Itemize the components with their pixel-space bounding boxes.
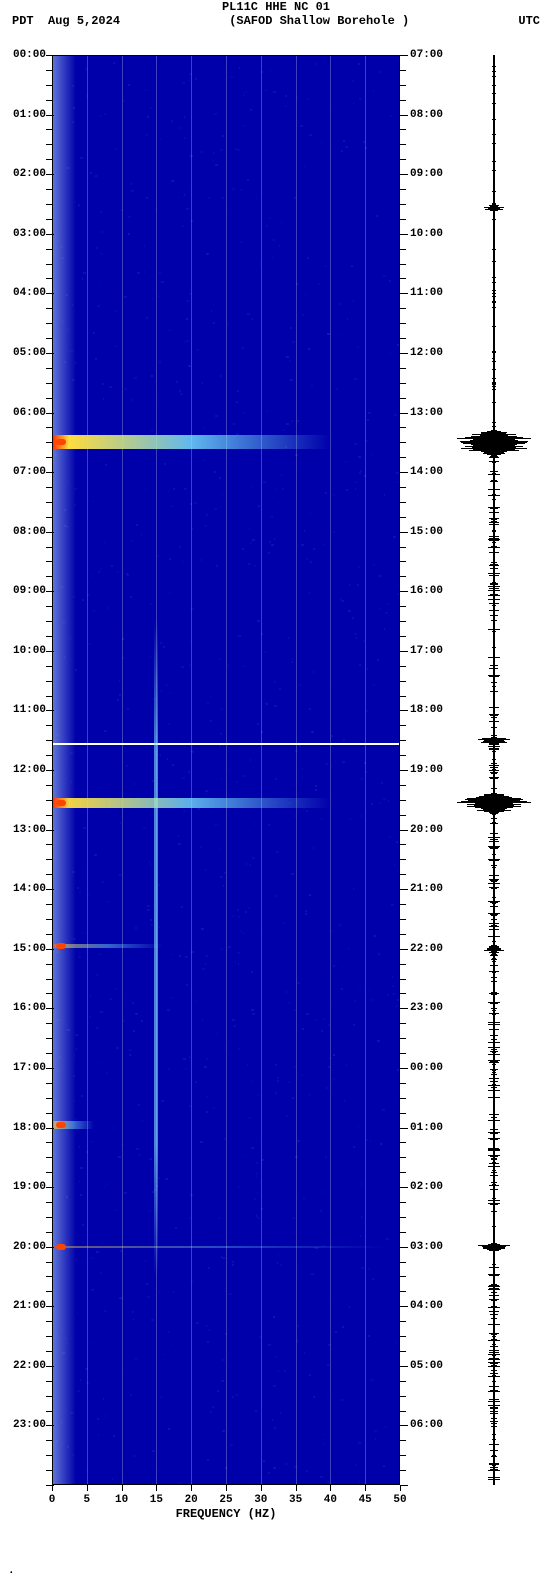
utc-hour-label: 05:00 xyxy=(410,1360,443,1372)
pdt-hour-label: 03:00 xyxy=(2,228,46,240)
utc-hour-label: 00:00 xyxy=(410,1062,443,1074)
freq-tick-label: 30 xyxy=(254,1494,267,1506)
pdt-hour-label: 21:00 xyxy=(2,1300,46,1312)
pdt-hour-label: 16:00 xyxy=(2,1002,46,1014)
pdt-hour-label: 20:00 xyxy=(2,1241,46,1253)
utc-hour-label: 13:00 xyxy=(410,407,443,419)
pdt-hour-label: 11:00 xyxy=(2,704,46,716)
xaxis-label: FREQUENCY (HZ) xyxy=(52,1507,400,1521)
low-freq-glow xyxy=(52,55,76,1485)
spectrogram-plot xyxy=(52,55,400,1485)
left-tz-date: PDT Aug 5,2024 xyxy=(12,14,120,28)
footer-mark: . xyxy=(8,1565,15,1577)
chart-header: PL11C HHE NC 01 PDT Aug 5,2024 (SAFOD Sh… xyxy=(0,0,552,28)
pdt-hour-label: 18:00 xyxy=(2,1122,46,1134)
pdt-hour-label: 02:00 xyxy=(2,168,46,180)
utc-hour-label: 01:00 xyxy=(410,1122,443,1134)
freq-tick-label: 50 xyxy=(393,1494,406,1506)
pdt-hour-label: 01:00 xyxy=(2,109,46,121)
utc-hour-label: 18:00 xyxy=(410,704,443,716)
utc-hour-label: 12:00 xyxy=(410,347,443,359)
utc-hour-label: 08:00 xyxy=(410,109,443,121)
root: { "header": { "station": "PL11C HHE NC 0… xyxy=(0,0,552,1584)
pdt-hour-label: 13:00 xyxy=(2,824,46,836)
utc-hour-label: 19:00 xyxy=(410,764,443,776)
pdt-hour-label: 23:00 xyxy=(2,1419,46,1431)
freq-tick-label: 20 xyxy=(185,1494,198,1506)
utc-hour-label: 21:00 xyxy=(410,883,443,895)
utc-hour-label: 23:00 xyxy=(410,1002,443,1014)
vertical-artifact xyxy=(154,621,158,1276)
pdt-hour-label: 00:00 xyxy=(2,49,46,61)
pdt-hour-label: 07:00 xyxy=(2,466,46,478)
pdt-hour-label: 06:00 xyxy=(2,407,46,419)
seismic-event xyxy=(52,435,330,449)
waveform-trace xyxy=(455,55,535,1485)
seismic-event xyxy=(52,798,330,808)
utc-hour-label: 04:00 xyxy=(410,1300,443,1312)
station-title: PL11C HHE NC 01 xyxy=(0,0,552,14)
utc-hour-label: 11:00 xyxy=(410,287,443,299)
pdt-hour-label: 14:00 xyxy=(2,883,46,895)
pdt-hour-label: 05:00 xyxy=(2,347,46,359)
freq-tick-label: 40 xyxy=(324,1494,337,1506)
pdt-hour-label: 09:00 xyxy=(2,585,46,597)
utc-hour-label: 02:00 xyxy=(410,1181,443,1193)
freq-tick-label: 45 xyxy=(359,1494,372,1506)
tz-right: UTC xyxy=(518,14,540,28)
utc-hour-label: 07:00 xyxy=(410,49,443,61)
header-row: PDT Aug 5,2024 (SAFOD Shallow Borehole )… xyxy=(0,14,552,28)
seismic-event xyxy=(52,944,163,948)
utc-hour-label: 22:00 xyxy=(410,943,443,955)
pdt-hour-label: 08:00 xyxy=(2,526,46,538)
station-desc: (SAFOD Shallow Borehole ) xyxy=(229,14,409,28)
pdt-hour-label: 22:00 xyxy=(2,1360,46,1372)
utc-hour-label: 17:00 xyxy=(410,645,443,657)
tz-left: PDT xyxy=(12,14,34,28)
utc-hour-label: 06:00 xyxy=(410,1419,443,1431)
freq-tick-label: 10 xyxy=(115,1494,128,1506)
freq-tick-label: 15 xyxy=(150,1494,163,1506)
seismic-event xyxy=(52,1246,386,1248)
pdt-hour-label: 12:00 xyxy=(2,764,46,776)
utc-hour-label: 09:00 xyxy=(410,168,443,180)
utc-hour-label: 10:00 xyxy=(410,228,443,240)
pdt-hour-label: 15:00 xyxy=(2,943,46,955)
utc-hour-label: 03:00 xyxy=(410,1241,443,1253)
pdt-hour-label: 19:00 xyxy=(2,1181,46,1193)
utc-hour-label: 20:00 xyxy=(410,824,443,836)
freq-tick-label: 5 xyxy=(83,1494,90,1506)
freq-tick-label: 0 xyxy=(49,1494,56,1506)
pdt-hour-label: 04:00 xyxy=(2,287,46,299)
pdt-hour-label: 10:00 xyxy=(2,645,46,657)
freq-tick-label: 25 xyxy=(219,1494,232,1506)
utc-hour-label: 14:00 xyxy=(410,466,443,478)
utc-hour-label: 16:00 xyxy=(410,585,443,597)
header-date: Aug 5,2024 xyxy=(48,14,120,28)
freq-tick-label: 35 xyxy=(289,1494,302,1506)
utc-hour-label: 15:00 xyxy=(410,526,443,538)
pdt-hour-label: 17:00 xyxy=(2,1062,46,1074)
